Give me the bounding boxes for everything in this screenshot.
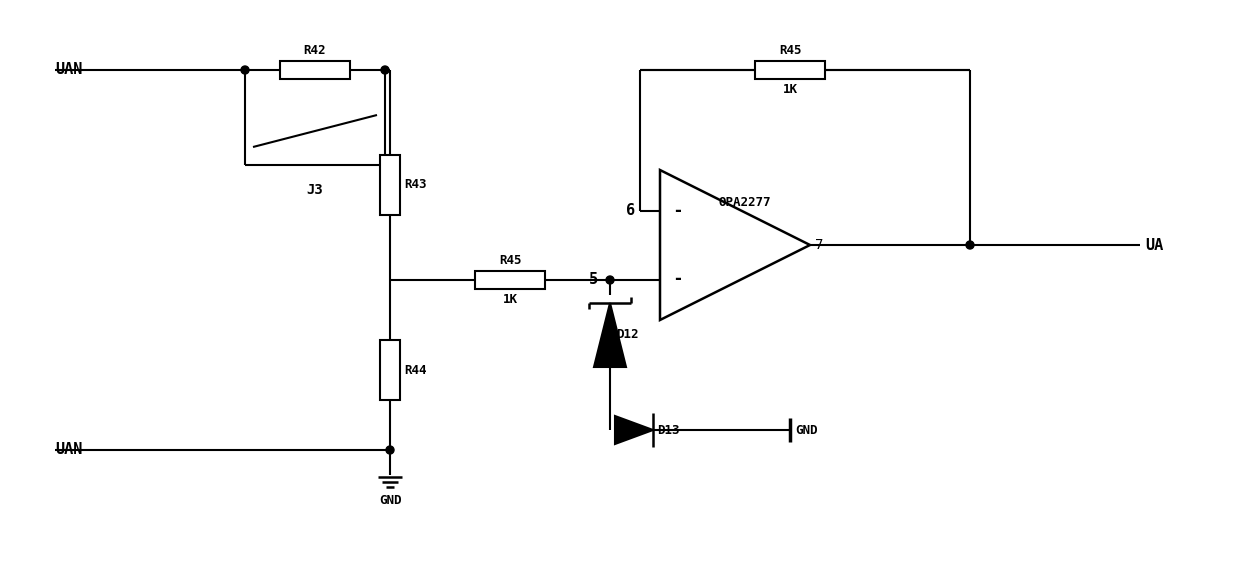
Text: -: - — [675, 270, 682, 288]
Text: D12: D12 — [616, 328, 639, 342]
Text: 5: 5 — [589, 272, 598, 287]
Text: -: - — [675, 202, 682, 220]
Bar — [379, 155, 401, 215]
Text: UAN-: UAN- — [55, 62, 92, 78]
Text: UA: UA — [1145, 238, 1163, 252]
Bar — [379, 340, 401, 400]
Bar — [755, 61, 825, 79]
Text: 1K: 1K — [782, 83, 797, 96]
Text: R44: R44 — [404, 364, 427, 377]
Bar — [280, 61, 350, 79]
Text: R42: R42 — [304, 44, 326, 57]
Bar — [475, 271, 546, 289]
Circle shape — [606, 276, 614, 284]
Text: GND: GND — [378, 494, 402, 507]
Polygon shape — [615, 416, 653, 444]
Text: 7: 7 — [815, 238, 823, 252]
Text: R45: R45 — [779, 44, 801, 57]
Circle shape — [386, 446, 394, 454]
Text: OPA2277: OPA2277 — [719, 196, 771, 209]
Text: R45: R45 — [498, 254, 521, 267]
Circle shape — [381, 66, 389, 74]
Text: D13: D13 — [657, 423, 680, 436]
Polygon shape — [660, 170, 810, 320]
Text: R43: R43 — [404, 178, 427, 191]
Text: J3: J3 — [306, 183, 324, 197]
Text: 1K: 1K — [502, 293, 517, 306]
Text: 6: 6 — [626, 203, 635, 218]
Circle shape — [241, 66, 249, 74]
Text: GND: GND — [795, 423, 817, 436]
Polygon shape — [594, 303, 626, 367]
Circle shape — [966, 241, 973, 249]
Text: UAN-: UAN- — [55, 443, 92, 458]
